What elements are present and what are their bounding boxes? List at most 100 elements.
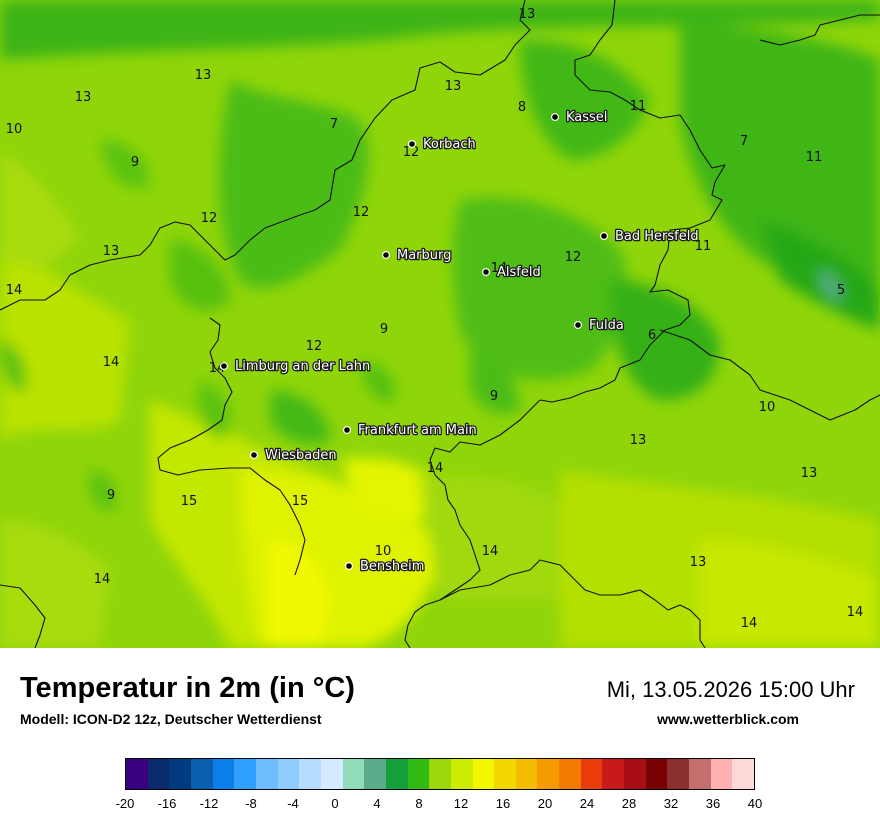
colorbar-tick: 40 xyxy=(747,796,763,811)
temperature-field xyxy=(0,0,880,648)
city-markers: Kassel Korbach Bad Hersfeld Marburg Alsfeld F… xyxy=(220,109,700,575)
colorbar-tick: 16 xyxy=(495,796,511,811)
colorbar-tick: 36 xyxy=(705,796,721,811)
colorbar-cell xyxy=(537,759,560,789)
city-dot xyxy=(343,426,352,435)
temperature-label: 13 xyxy=(690,555,707,570)
city-marker: Kassel xyxy=(550,109,609,126)
city-label: Bensheim xyxy=(360,559,424,574)
colorbar-cell xyxy=(689,759,711,789)
temperature-label: 9 xyxy=(380,322,388,337)
colorbar-cell xyxy=(602,759,625,789)
colorbar-tick: -12 xyxy=(199,796,219,811)
temperature-label: 13 xyxy=(195,68,212,83)
state-borders xyxy=(0,0,880,648)
temperature-label: 14 xyxy=(741,616,758,631)
temperature-label: 14 xyxy=(427,461,444,476)
temperature-label: 13 xyxy=(801,466,818,481)
colorbar-tick: 28 xyxy=(621,796,637,811)
colorbar-cell xyxy=(277,759,300,789)
website-link[interactable]: www.wetterblick.com xyxy=(657,711,799,727)
colorbar-cell xyxy=(580,759,603,789)
city-label: Kassel xyxy=(566,110,607,125)
colorbar-cell xyxy=(624,759,646,789)
temperature-label: 14 xyxy=(6,283,23,298)
temperature-label: 13 xyxy=(103,244,120,259)
temperature-label: 9 xyxy=(107,488,115,503)
colorbar-cell xyxy=(407,759,430,789)
temperature-label: 14 xyxy=(491,261,508,276)
colorbar-cell xyxy=(494,759,516,789)
colorbar-tick: -16 xyxy=(157,796,177,811)
city-label: Bad Hersfeld xyxy=(615,229,699,244)
colorbar-tick: 0 xyxy=(331,796,339,811)
temperature-label: 14 xyxy=(94,572,111,587)
map-title: Temperatur in 2m (in °C) xyxy=(20,672,355,704)
city-marker: Limburg an der Lahn xyxy=(220,358,372,375)
city-dot xyxy=(599,232,608,241)
colorbar-cell xyxy=(299,759,321,789)
colorbar-tick: 4 xyxy=(373,796,381,811)
city-marker: Bad Hersfeld xyxy=(599,228,700,245)
colorbar-tick: 32 xyxy=(663,796,679,811)
temperature-label: 10 xyxy=(6,122,23,137)
temperature-label: 11 xyxy=(806,150,823,165)
temperature-label: 13 xyxy=(630,433,647,448)
temperature-label: 15 xyxy=(292,494,309,509)
city-marker: Alsfeld xyxy=(482,264,542,281)
temperature-label: 10 xyxy=(375,544,392,559)
city-marker: Fulda xyxy=(573,317,625,334)
colorbar-cell xyxy=(515,759,538,789)
city-label: Marburg xyxy=(397,248,451,263)
city-dot xyxy=(573,321,582,330)
temperature-label: 9 xyxy=(490,389,498,404)
city-label: Fulda xyxy=(589,318,624,333)
colorbar-cell xyxy=(169,759,191,789)
city-label: Alsfeld xyxy=(497,265,541,280)
colorbar-tick-labels: -20 -16 -12 -8 -4 0 4 8 12 16 20 24 28 32 36 40 xyxy=(116,796,763,816)
temperature-map: 13 13 13 10 9 7 13 8 11 12 7 11 12 12 13 12 11 14 14 5 9 12 6 1… xyxy=(0,0,880,648)
temperature-label: 14 xyxy=(847,605,864,620)
temperature-label: 8 xyxy=(518,100,526,115)
city-marker: Frankfurt am Main xyxy=(343,422,478,439)
city-dot xyxy=(220,362,229,371)
colorbar-tick: 8 xyxy=(415,796,423,811)
colorbar-cell xyxy=(126,759,148,789)
temperature-label: 7 xyxy=(740,134,748,149)
temperature-label: 12 xyxy=(306,339,323,354)
city-marker: Bensheim xyxy=(345,558,426,575)
temperature-label: 14 xyxy=(482,544,499,559)
colorbar-cell xyxy=(255,759,278,789)
colorbar-cell xyxy=(342,759,365,789)
temperature-label: 13 xyxy=(519,7,536,22)
temperature-label: 7 xyxy=(330,117,338,132)
city-dot xyxy=(382,251,391,260)
model-source: Modell: ICON-D2 12z, Deutscher Wetterdie… xyxy=(20,711,322,727)
temperature-label: 12 xyxy=(353,205,370,220)
temperature-label: 12 xyxy=(403,145,420,160)
temperature-colorbar xyxy=(125,758,755,790)
city-marker: Marburg xyxy=(382,247,453,264)
colorbar-cell xyxy=(472,759,495,789)
temperature-label: 10 xyxy=(759,400,776,415)
temperature-labels: 13 13 13 10 9 7 13 8 11 12 7 11 12 12 13 12 11 14 14 5 9 12 6 1… xyxy=(6,7,864,631)
map-footer: Temperatur in 2m (in °C) Modell: ICON-D2… xyxy=(0,648,880,830)
temperature-label: 5 xyxy=(837,283,845,298)
colorbar-tick: -20 xyxy=(115,796,135,811)
temperature-label: 11 xyxy=(630,99,647,114)
temperature-label: 12 xyxy=(201,211,218,226)
forecast-datetime: Mi, 13.05.2026 15:00 Uhr xyxy=(606,677,855,702)
city-marker: Wiesbaden xyxy=(250,447,338,464)
temperature-label: 6 xyxy=(648,328,656,343)
temperature-label: 12 xyxy=(565,250,582,265)
temperature-label: 11 xyxy=(695,239,712,254)
temperature-label: 9 xyxy=(131,155,139,170)
colorbar-tick: -4 xyxy=(287,796,299,811)
city-label: Wiesbaden xyxy=(265,448,337,463)
city-dot xyxy=(408,140,417,149)
city-dot xyxy=(250,451,259,460)
colorbar-cell xyxy=(450,759,473,789)
city-label: Frankfurt am Main xyxy=(358,423,477,438)
colorbar-cell xyxy=(190,759,213,789)
colorbar-cell xyxy=(234,759,256,789)
